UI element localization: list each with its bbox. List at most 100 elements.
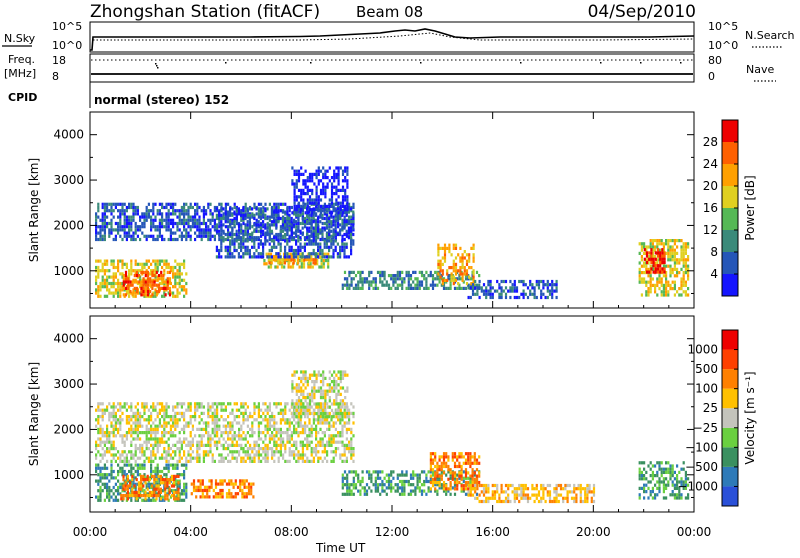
echo-cell bbox=[357, 271, 359, 274]
echo-cell bbox=[108, 228, 110, 231]
echo-cell bbox=[104, 235, 106, 238]
echo-cell bbox=[329, 406, 331, 409]
echo-cell bbox=[117, 295, 119, 298]
echo-cell bbox=[260, 255, 262, 258]
echo-cell bbox=[176, 222, 178, 225]
echo-cell bbox=[165, 464, 167, 467]
echo-cell bbox=[192, 222, 194, 225]
echo-cell bbox=[421, 280, 423, 283]
echo-cell bbox=[346, 409, 348, 412]
echo-cell bbox=[313, 386, 315, 389]
echo-cell bbox=[647, 281, 649, 284]
echo-cell bbox=[139, 437, 141, 440]
echo-cell bbox=[271, 249, 273, 252]
echo-cell bbox=[203, 219, 205, 222]
echo-cell bbox=[269, 233, 271, 236]
echo-cell bbox=[319, 220, 321, 223]
echo-cell bbox=[309, 406, 311, 409]
echo-cell bbox=[316, 195, 318, 198]
echo-cell bbox=[157, 467, 159, 470]
echo-cell bbox=[174, 282, 176, 285]
echo-cell bbox=[269, 425, 271, 428]
echo-cell bbox=[335, 415, 337, 418]
echo-cell bbox=[245, 203, 247, 206]
echo-cell bbox=[313, 457, 315, 460]
echo-cell bbox=[311, 390, 313, 393]
echo-cell bbox=[271, 220, 273, 223]
echo-cell bbox=[127, 491, 129, 494]
echo-cell bbox=[523, 296, 525, 299]
echo-cell bbox=[282, 441, 284, 444]
echo-cell bbox=[163, 447, 165, 450]
echo-cell bbox=[328, 425, 330, 428]
echo-cell bbox=[300, 393, 302, 396]
echo-cell bbox=[300, 415, 302, 418]
echo-cell bbox=[280, 431, 282, 434]
echo-cell bbox=[106, 282, 108, 285]
echo-cell bbox=[159, 209, 161, 212]
echo-cell bbox=[338, 176, 340, 179]
echo-cell bbox=[472, 286, 474, 289]
echo-cell bbox=[161, 203, 163, 206]
echo-cell bbox=[183, 437, 185, 440]
echo-cell bbox=[297, 460, 299, 463]
echo-cell bbox=[294, 182, 296, 185]
echo-cell bbox=[680, 293, 682, 296]
echo-cell bbox=[269, 447, 271, 450]
echo-cell bbox=[280, 444, 282, 447]
beam-label: Beam 08 bbox=[356, 3, 423, 21]
echo-cell bbox=[183, 285, 185, 288]
echo-cell bbox=[496, 280, 498, 283]
echo-cell bbox=[260, 415, 262, 418]
echo-cell bbox=[680, 245, 682, 248]
echo-cell bbox=[139, 415, 141, 418]
echo-cell bbox=[117, 222, 119, 225]
echo-cell bbox=[119, 282, 121, 285]
echo-cell bbox=[333, 425, 335, 428]
echo-cell bbox=[185, 489, 187, 492]
echo-cell bbox=[455, 263, 457, 266]
echo-cell bbox=[494, 290, 496, 293]
echo-cell bbox=[288, 239, 290, 242]
echo-cell bbox=[115, 276, 117, 279]
echo-cell bbox=[286, 402, 288, 405]
echo-cell bbox=[225, 447, 227, 450]
echo-cell bbox=[99, 499, 101, 502]
echo-cell bbox=[324, 434, 326, 437]
echo-cell bbox=[157, 260, 159, 263]
echo-cell bbox=[222, 217, 224, 220]
echo-cell bbox=[432, 274, 434, 277]
echo-cell bbox=[419, 271, 421, 274]
echo-cell bbox=[165, 467, 167, 470]
echo-cell bbox=[330, 230, 332, 233]
echo-cell bbox=[311, 374, 313, 377]
echo-cell bbox=[505, 296, 507, 299]
echo-cell bbox=[333, 228, 335, 231]
echo-cell bbox=[95, 222, 97, 225]
echo-cell bbox=[350, 450, 352, 453]
echo-cell bbox=[194, 402, 196, 405]
echo-cell bbox=[318, 205, 320, 208]
echo-cell bbox=[140, 478, 142, 481]
echo-cell bbox=[190, 405, 192, 408]
echo-cell bbox=[328, 421, 330, 424]
echo-cell bbox=[138, 280, 140, 283]
echo-cell bbox=[343, 249, 345, 252]
echo-cell bbox=[269, 227, 271, 230]
echo-cell bbox=[168, 219, 170, 222]
echo-cell bbox=[262, 211, 264, 214]
echo-cell bbox=[190, 457, 192, 460]
echo-cell bbox=[448, 266, 450, 269]
echo-cell bbox=[324, 409, 326, 412]
echo-cell bbox=[338, 202, 340, 205]
echo-cell bbox=[132, 212, 134, 215]
echo-cell bbox=[470, 247, 472, 250]
echo-cell bbox=[128, 269, 130, 272]
echo-cell bbox=[342, 189, 344, 192]
echo-cell bbox=[326, 220, 328, 223]
echo-cell bbox=[342, 195, 344, 198]
echo-cell bbox=[190, 228, 192, 231]
echo-cell bbox=[113, 431, 115, 434]
echo-cell bbox=[231, 222, 233, 225]
echo-cell bbox=[130, 203, 132, 206]
